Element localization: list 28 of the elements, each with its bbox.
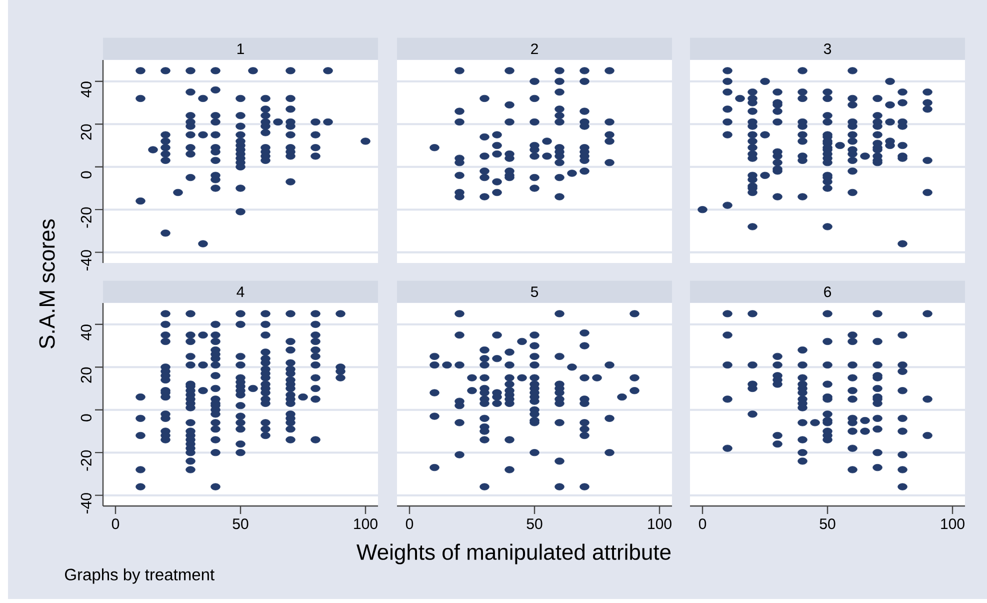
chart-title: 4 bbox=[236, 286, 244, 297]
chart-title: 2 bbox=[531, 44, 538, 54]
y-tick-label: 20 bbox=[80, 367, 92, 383]
chart-title: 5 bbox=[530, 286, 538, 298]
y-tick-label: 20 bbox=[80, 124, 92, 140]
y-tick-label: 40 bbox=[80, 324, 92, 340]
y-tick-label: -40 bbox=[80, 493, 92, 514]
x-tick-label: 50 bbox=[232, 518, 248, 530]
x-tick-label: 0 bbox=[698, 518, 706, 530]
y-tick-label: 40 bbox=[80, 82, 92, 98]
y-tick-label: -20 bbox=[80, 450, 92, 471]
x-tick-label: 0 bbox=[406, 518, 414, 530]
x-tick-label: 0 bbox=[112, 518, 120, 530]
chart-title: 6 bbox=[824, 286, 832, 298]
chart-title: 3 bbox=[824, 43, 832, 54]
y-tick-label: -40 bbox=[80, 250, 92, 270]
y-axis-title: S.A.M scores bbox=[39, 219, 55, 348]
x-tick-label: 100 bbox=[354, 518, 378, 530]
y-tick-label: -20 bbox=[80, 207, 92, 228]
x-tick-label: 100 bbox=[648, 518, 672, 530]
x-tick-label: 50 bbox=[526, 518, 542, 530]
x-tick-label: 100 bbox=[941, 518, 964, 530]
text: Graphs by treatment bbox=[65, 568, 214, 584]
x-tick-label: 50 bbox=[820, 518, 836, 530]
x-axis-title: Weights of manipulated attribute bbox=[356, 544, 671, 564]
chart-title: 1 bbox=[237, 44, 244, 54]
y-tick-label: 0 bbox=[80, 171, 92, 178]
y-tick-label: 0 bbox=[80, 414, 92, 422]
